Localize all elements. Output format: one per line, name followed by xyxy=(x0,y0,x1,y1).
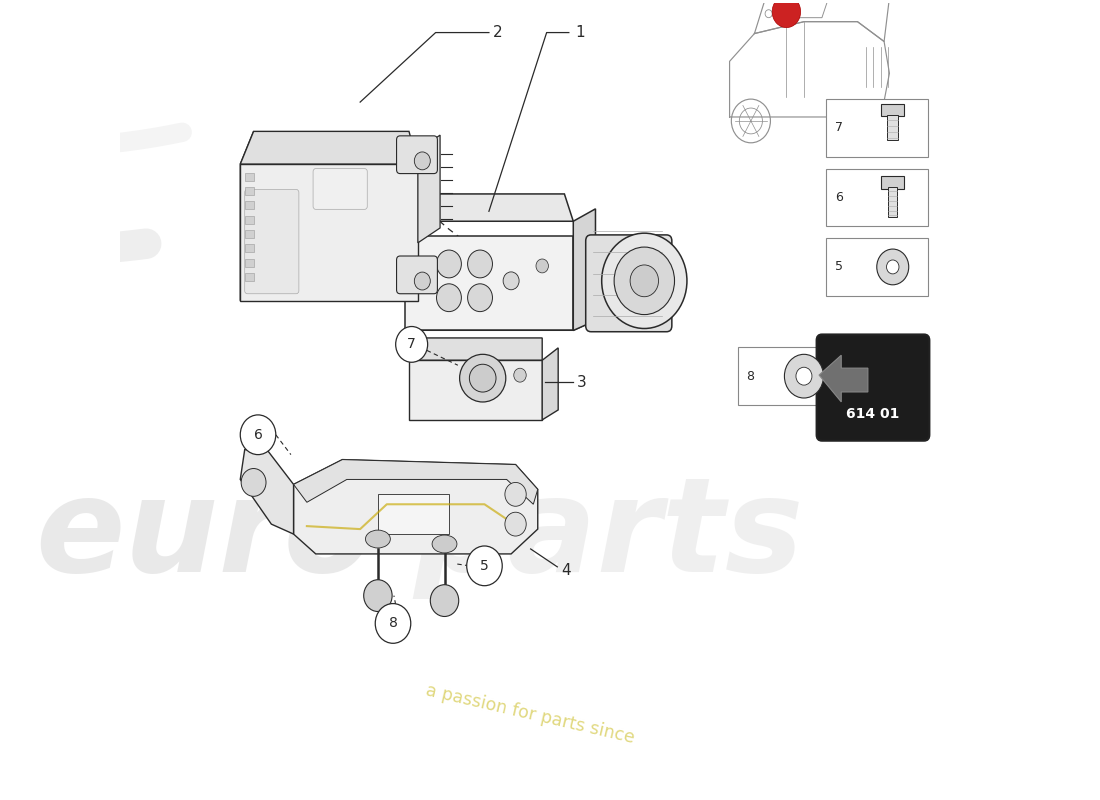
Polygon shape xyxy=(881,104,904,116)
Circle shape xyxy=(364,580,392,611)
Text: 4: 4 xyxy=(561,563,571,578)
Text: 5: 5 xyxy=(480,559,488,573)
FancyBboxPatch shape xyxy=(585,235,672,332)
Circle shape xyxy=(877,249,909,285)
Polygon shape xyxy=(405,321,595,330)
Bar xyxy=(240,164,418,301)
Ellipse shape xyxy=(432,535,456,553)
Ellipse shape xyxy=(365,530,390,548)
Circle shape xyxy=(240,415,276,454)
Text: 5: 5 xyxy=(835,261,844,274)
Polygon shape xyxy=(409,338,542,360)
Text: 614 01: 614 01 xyxy=(846,407,900,421)
Circle shape xyxy=(887,260,899,274)
FancyBboxPatch shape xyxy=(397,256,438,294)
Bar xyxy=(889,187,898,218)
Polygon shape xyxy=(240,131,418,164)
Bar xyxy=(738,347,839,405)
Circle shape xyxy=(466,546,503,586)
Circle shape xyxy=(415,272,430,290)
Text: 7: 7 xyxy=(407,338,416,351)
Text: 8: 8 xyxy=(388,617,397,630)
Text: 3: 3 xyxy=(578,374,587,390)
Bar xyxy=(244,215,254,223)
Circle shape xyxy=(415,152,430,170)
Circle shape xyxy=(630,265,659,297)
Text: a passion for parts since: a passion for parts since xyxy=(425,681,637,746)
Circle shape xyxy=(437,284,461,312)
Bar xyxy=(244,173,254,181)
Circle shape xyxy=(602,233,686,329)
Polygon shape xyxy=(418,135,440,243)
Text: 6: 6 xyxy=(835,191,843,204)
Bar xyxy=(244,258,254,266)
Polygon shape xyxy=(405,194,573,222)
Circle shape xyxy=(505,482,526,506)
Bar xyxy=(826,238,928,296)
Bar xyxy=(244,230,254,238)
Text: 7: 7 xyxy=(835,122,844,134)
Circle shape xyxy=(241,469,266,496)
Circle shape xyxy=(784,354,824,398)
Circle shape xyxy=(536,259,549,273)
Polygon shape xyxy=(820,355,868,402)
Circle shape xyxy=(437,250,461,278)
Text: 8: 8 xyxy=(747,370,755,382)
Polygon shape xyxy=(378,494,449,534)
Bar xyxy=(888,115,898,140)
Circle shape xyxy=(375,603,410,643)
Text: parts: parts xyxy=(414,471,804,598)
Text: 6: 6 xyxy=(254,428,263,442)
Bar xyxy=(405,236,573,330)
Circle shape xyxy=(614,247,674,314)
Bar xyxy=(244,202,254,209)
Polygon shape xyxy=(294,459,538,554)
Circle shape xyxy=(396,326,428,362)
Circle shape xyxy=(430,585,459,617)
Bar xyxy=(244,244,254,252)
Ellipse shape xyxy=(460,354,506,402)
FancyBboxPatch shape xyxy=(244,190,299,294)
Polygon shape xyxy=(240,450,294,534)
Text: 1: 1 xyxy=(575,25,585,40)
Bar xyxy=(826,169,928,226)
Circle shape xyxy=(514,368,526,382)
Polygon shape xyxy=(294,459,538,504)
Ellipse shape xyxy=(470,364,496,392)
Polygon shape xyxy=(573,209,595,330)
Circle shape xyxy=(468,284,493,312)
Circle shape xyxy=(468,250,493,278)
Polygon shape xyxy=(542,348,558,420)
FancyBboxPatch shape xyxy=(314,169,367,210)
Bar xyxy=(409,360,542,420)
Text: euro: euro xyxy=(35,471,374,598)
FancyBboxPatch shape xyxy=(816,334,930,441)
Bar xyxy=(244,187,254,195)
FancyBboxPatch shape xyxy=(397,136,438,174)
Polygon shape xyxy=(881,175,904,190)
Polygon shape xyxy=(240,131,254,301)
Circle shape xyxy=(503,272,519,290)
Bar xyxy=(244,273,254,281)
Text: 2: 2 xyxy=(493,25,503,40)
Circle shape xyxy=(796,367,812,385)
Circle shape xyxy=(772,0,801,28)
Bar xyxy=(826,99,928,157)
Circle shape xyxy=(505,512,526,536)
